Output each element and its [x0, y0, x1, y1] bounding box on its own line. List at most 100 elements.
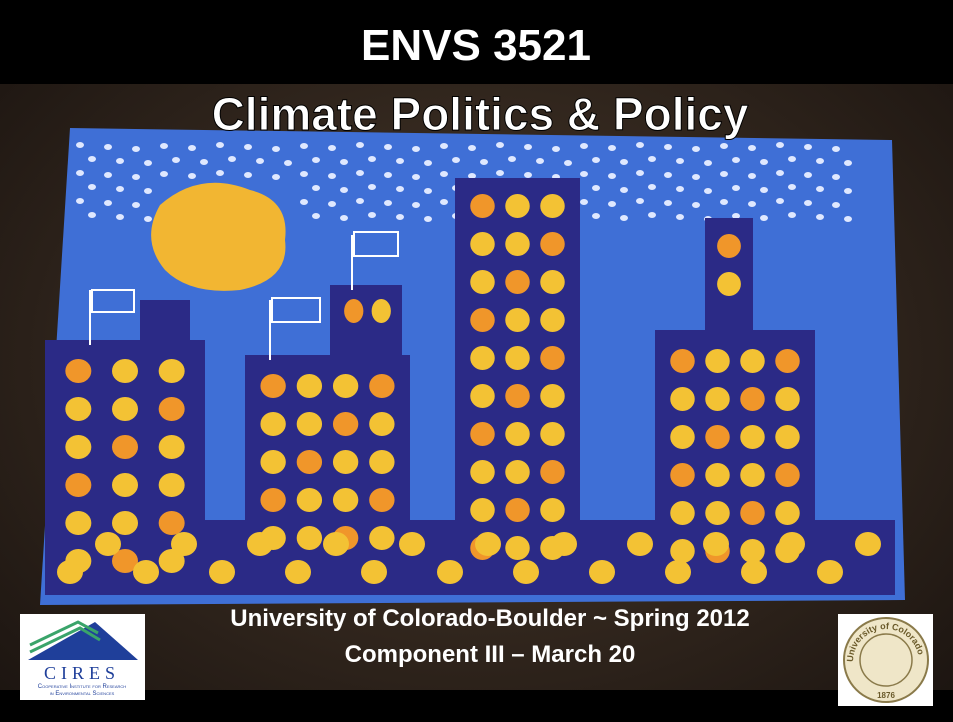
star — [480, 159, 488, 165]
star — [396, 158, 404, 164]
star — [104, 200, 112, 206]
star — [368, 184, 376, 190]
window — [159, 397, 185, 421]
star — [608, 145, 616, 151]
window — [333, 412, 358, 436]
window — [670, 349, 695, 373]
window — [670, 463, 695, 487]
star — [356, 142, 364, 148]
star — [620, 159, 628, 165]
star — [228, 156, 236, 162]
window — [475, 532, 501, 556]
star — [580, 199, 588, 205]
star — [284, 160, 292, 166]
star — [692, 146, 700, 152]
star — [116, 158, 124, 164]
star — [776, 198, 784, 204]
window — [551, 532, 577, 556]
star — [844, 160, 852, 166]
window — [297, 450, 322, 474]
star — [608, 173, 616, 179]
star — [244, 144, 252, 150]
window — [775, 425, 800, 449]
window — [297, 412, 322, 436]
window — [670, 387, 695, 411]
window — [112, 397, 138, 421]
star — [760, 159, 768, 165]
window — [470, 346, 495, 370]
star — [384, 144, 392, 150]
window — [285, 560, 311, 584]
window — [369, 412, 394, 436]
star — [496, 170, 504, 176]
window — [513, 560, 539, 584]
window — [505, 308, 530, 332]
window — [717, 272, 741, 296]
star — [648, 184, 656, 190]
star — [664, 144, 672, 150]
star — [144, 160, 152, 166]
window — [65, 435, 91, 459]
window — [260, 412, 285, 436]
star — [116, 186, 124, 192]
star — [804, 200, 812, 206]
window — [297, 374, 322, 398]
window — [369, 374, 394, 398]
window — [740, 539, 765, 563]
star — [244, 172, 252, 178]
page: {"title": {"line1": "ENVS 3521", "line2"… — [0, 0, 953, 722]
star — [132, 146, 140, 152]
star — [816, 186, 824, 192]
star — [564, 160, 572, 166]
window — [817, 560, 843, 584]
window — [333, 450, 358, 474]
star — [508, 156, 516, 162]
star — [692, 174, 700, 180]
star — [732, 185, 740, 191]
window — [705, 463, 730, 487]
window — [540, 422, 565, 446]
window — [705, 501, 730, 525]
star — [676, 214, 684, 220]
window — [540, 460, 565, 484]
star — [216, 142, 224, 148]
window — [112, 435, 138, 459]
logo-name: CIRES — [44, 663, 120, 683]
star — [368, 156, 376, 162]
star — [200, 159, 208, 165]
star — [88, 212, 96, 218]
seal-year: 1876 — [877, 691, 895, 700]
star — [760, 215, 768, 221]
window — [361, 560, 387, 584]
star — [536, 158, 544, 164]
window — [297, 488, 322, 512]
cires-logo: CIRES Cooperative Institute for Research… — [20, 614, 145, 700]
window — [775, 501, 800, 525]
window — [717, 234, 741, 258]
window — [540, 346, 565, 370]
star — [256, 158, 264, 164]
window — [437, 560, 463, 584]
window — [705, 387, 730, 411]
window — [323, 532, 349, 556]
star — [396, 186, 404, 192]
star — [676, 158, 684, 164]
star — [440, 199, 448, 205]
window — [372, 299, 391, 323]
star — [720, 199, 728, 205]
star — [804, 144, 812, 150]
window — [260, 488, 285, 512]
window — [505, 346, 530, 370]
sun — [151, 183, 285, 291]
star — [552, 146, 560, 152]
star — [188, 173, 196, 179]
star — [76, 198, 84, 204]
star — [776, 142, 784, 148]
window — [57, 560, 83, 584]
window — [670, 501, 695, 525]
window — [65, 359, 91, 383]
window — [740, 425, 765, 449]
star — [732, 157, 740, 163]
star — [592, 213, 600, 219]
window — [470, 270, 495, 294]
